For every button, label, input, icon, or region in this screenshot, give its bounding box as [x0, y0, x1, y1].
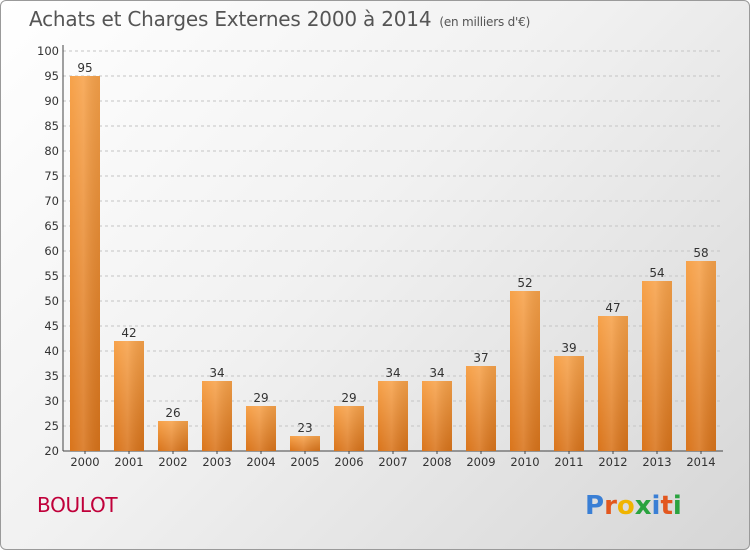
logo-letter: P — [585, 491, 605, 521]
x-tick-label-2013: 2013 — [642, 455, 671, 469]
value-label-2010: 52 — [517, 276, 532, 290]
unit-label: (en milliers d'€) — [439, 15, 531, 29]
bar-shade-2001 — [114, 341, 144, 451]
logo-letter: i — [651, 491, 661, 521]
x-tick-label-2010: 2010 — [510, 455, 539, 469]
y-tick-label: 35 — [44, 369, 59, 383]
x-tick-label-2008: 2008 — [422, 455, 451, 469]
y-tick-label: 80 — [44, 144, 59, 158]
proxiti-logo[interactable]: Proxiti — [585, 491, 682, 521]
bar-shade-2007 — [378, 381, 408, 451]
value-label-2004: 29 — [253, 391, 268, 405]
y-tick-label: 90 — [44, 94, 59, 108]
value-label-2005: 23 — [297, 421, 312, 435]
y-tick-label: 25 — [44, 419, 59, 433]
bar-shade-2003 — [202, 381, 232, 451]
chart-title: Achats et Charges Externes 2000 à 2014 (e… — [29, 7, 530, 31]
x-tick-label-2005: 2005 — [290, 455, 319, 469]
x-tick-label-2006: 2006 — [334, 455, 363, 469]
value-label-2008: 34 — [429, 366, 444, 380]
y-tick-label: 100 — [37, 44, 59, 58]
x-tick-label-2012: 2012 — [598, 455, 627, 469]
y-tick-label: 55 — [44, 269, 59, 283]
place-name: BOULOT — [37, 493, 118, 517]
bar-shade-2005 — [290, 436, 320, 451]
y-tick-label: 70 — [44, 194, 59, 208]
y-tick-label: 75 — [44, 169, 59, 183]
bar-shade-2010 — [510, 291, 540, 451]
x-tick-label-2000: 2000 — [70, 455, 99, 469]
logo-letter: t — [660, 491, 673, 521]
value-label-2011: 39 — [561, 341, 576, 355]
value-label-2013: 54 — [649, 266, 664, 280]
y-tick-label: 40 — [44, 344, 59, 358]
x-tick-label-2007: 2007 — [378, 455, 407, 469]
bars — [70, 76, 716, 451]
bar-shade-2009 — [466, 366, 496, 451]
value-label-2009: 37 — [473, 351, 488, 365]
x-tick-label-2003: 2003 — [202, 455, 231, 469]
value-label-2001: 42 — [121, 326, 136, 340]
logo-letter: o — [616, 491, 635, 521]
x-tick-label-2001: 2001 — [114, 455, 143, 469]
value-label-2014: 58 — [693, 246, 708, 260]
value-label-2000: 95 — [77, 61, 92, 75]
y-tick-label: 85 — [44, 119, 59, 133]
value-label-2006: 29 — [341, 391, 356, 405]
y-tick-label: 65 — [44, 219, 59, 233]
logo-letter: i — [672, 491, 682, 521]
bar-shade-2006 — [334, 406, 364, 451]
y-tick-label: 50 — [44, 294, 59, 308]
bar-shade-2000 — [70, 76, 100, 451]
bar-shade-2012 — [598, 316, 628, 451]
x-tick-label-2002: 2002 — [158, 455, 187, 469]
value-label-2012: 47 — [605, 301, 620, 315]
bar-shade-2002 — [158, 421, 188, 451]
y-tick-label: 60 — [44, 244, 59, 258]
bar-shade-2014 — [686, 261, 716, 451]
x-tick-label-2014: 2014 — [686, 455, 715, 469]
x-tick-label-2009: 2009 — [466, 455, 495, 469]
x-tick-label-2011: 2011 — [554, 455, 583, 469]
y-tick-label: 95 — [44, 69, 59, 83]
bar-shade-2013 — [642, 281, 672, 451]
logo-letter: x — [634, 491, 652, 521]
bar-shade-2008 — [422, 381, 452, 451]
value-label-2002: 26 — [165, 406, 180, 420]
value-labels: 95 42 26 34 29 23 29 34 34 37 52 39 47 54 58 — [77, 61, 708, 435]
x-tick-label-2004: 2004 — [246, 455, 275, 469]
bar-shade-2004 — [246, 406, 276, 451]
value-label-2007: 34 — [385, 366, 400, 380]
title-text: Achats et Charges Externes 2000 à 2014 — [29, 7, 432, 31]
value-label-2003: 34 — [209, 366, 224, 380]
y-tick-label: 30 — [44, 394, 59, 408]
logo-letter: r — [604, 491, 617, 521]
bar-shade-2011 — [554, 356, 584, 451]
y-tick-label: 20 — [44, 444, 59, 458]
y-tick-label: 45 — [44, 319, 59, 333]
